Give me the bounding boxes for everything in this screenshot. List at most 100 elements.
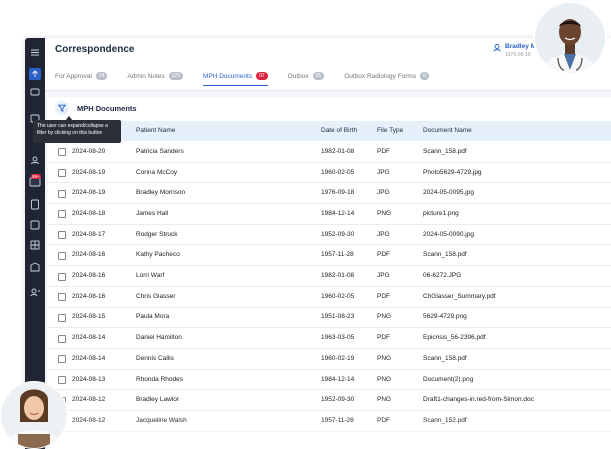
table-cell: PNG	[377, 354, 392, 362]
table-cell: Paula Mora	[136, 313, 170, 321]
table-cell: Kathy Pacheco	[136, 251, 180, 259]
table-cell: Patricia Sanders	[136, 147, 184, 155]
table-cell: Dennis Callis	[136, 354, 174, 362]
column-header: Date of Birth	[321, 127, 358, 134]
table-cell: PNG	[377, 396, 392, 404]
table-cell: Corina McCoy	[136, 168, 178, 176]
tooltip: The user can expand/collapse a filter by…	[33, 120, 121, 143]
date-cell: 2024-08-15	[72, 313, 106, 321]
table-cell: PDF	[377, 292, 390, 300]
table-cell: Bradley Lawlor	[136, 396, 179, 404]
tab-badge: 05	[312, 72, 325, 80]
page-title: Correspondence	[55, 44, 135, 55]
date-cell: 2024-08-14	[72, 334, 106, 342]
app-window: 99+ Correspondence Bradley M 1970-06-10 …	[25, 38, 611, 449]
table-cell: Scann_158.pdf	[423, 251, 467, 259]
tooltip-arrow	[65, 116, 73, 121]
table-cell: PDF	[377, 251, 390, 259]
tab[interactable]: For Approval 24	[55, 72, 108, 86]
tab[interactable]: Outbox Radiology Forms 0	[344, 72, 429, 86]
table-cell: Rodger Struck	[136, 230, 178, 238]
doctor-avatar	[533, 1, 607, 75]
table-cell: 1982-01-08	[321, 147, 355, 155]
table-cell: Lorri Warf	[136, 272, 165, 280]
date-cell: 2024-08-16	[72, 251, 106, 259]
row-checkbox[interactable]	[58, 210, 66, 219]
tab-badge: 07	[256, 72, 268, 80]
row-checkbox[interactable]	[58, 169, 66, 178]
table-cell: 06-6272.JPG	[423, 272, 462, 280]
table-cell: 1952-09-30	[321, 396, 355, 404]
date-cell: 2024-08-19	[72, 189, 106, 197]
table-cell: Draft1-changes-in.red-from-Simon.doc	[423, 396, 534, 404]
date-cell: 2024-08-16	[72, 272, 106, 280]
table-row	[48, 266, 611, 287]
table-row	[48, 287, 611, 308]
user-name[interactable]: Bradley M	[505, 43, 537, 50]
user-icon	[493, 44, 501, 52]
date-cell: 2024-08-16	[72, 292, 106, 300]
table-cell: 1952-09-30	[321, 230, 355, 238]
date-cell: 2024-08-19	[72, 168, 106, 176]
table-cell: 1957-11-28	[321, 251, 354, 259]
table-cell: Scann_158.pdf	[423, 354, 467, 362]
row-checkbox[interactable]	[58, 189, 66, 198]
table-cell: 1951-08-23	[321, 313, 355, 321]
table-cell: PNG	[377, 209, 392, 217]
table-cell: Scann_158.pdf	[423, 147, 467, 155]
filter-button[interactable]	[55, 101, 69, 115]
date-cell: 2024-08-18	[72, 209, 106, 217]
table-cell: 1960-02-19	[321, 354, 355, 362]
table-cell: ChGlasser_Summary.pdf	[423, 292, 496, 300]
table-cell: Epicrisis_56-2396.pdf	[423, 334, 486, 342]
table-cell: 1960-02-05	[321, 292, 355, 300]
table-cell: PNG	[377, 375, 392, 383]
row-checkbox[interactable]	[58, 334, 66, 343]
table-cell: JPG	[377, 189, 390, 197]
tab[interactable]: Admin Notes 120	[127, 72, 183, 86]
tab-bar: For Approval 24 Admin Notes 120 MPH Document…	[55, 72, 429, 86]
column-header: File Type	[377, 127, 404, 134]
table-cell: JPG	[377, 168, 390, 176]
table-cell: JPG	[377, 230, 390, 238]
table-row	[48, 142, 611, 163]
table-cell: 1963-03-05	[321, 334, 355, 342]
date-cell: 2024-08-20	[72, 147, 106, 155]
date-cell: 2024-08-14	[72, 354, 106, 362]
row-checkbox[interactable]	[58, 148, 66, 157]
row-checkbox[interactable]	[58, 355, 66, 364]
table-row	[48, 225, 611, 246]
table-cell: PDF	[377, 147, 390, 155]
row-checkbox[interactable]	[58, 313, 66, 322]
tab-label: Outbox Radiology Forms	[344, 72, 417, 80]
scroll-fade	[48, 418, 611, 449]
notification-badge: 99+	[31, 174, 41, 179]
tab-label: Outbox	[287, 72, 309, 80]
row-checkbox[interactable]	[58, 376, 66, 385]
table-cell: JPG	[377, 272, 390, 280]
table-cell: 2024-05-0095.jpg	[423, 189, 474, 197]
tab-badge: 24	[95, 72, 108, 80]
tab-label: MPH Documents	[202, 72, 253, 80]
date-cell: 2024-08-17	[72, 230, 106, 238]
table-cell: James Hall	[136, 209, 169, 217]
table-cell: 1976-09-18	[321, 189, 355, 197]
table-cell: Photo5629-4729.jpg	[423, 168, 482, 176]
user-dob: 1970-06-10	[505, 52, 531, 58]
row-checkbox[interactable]	[58, 272, 66, 281]
table-cell: 1960-02-05	[321, 168, 355, 176]
table-cell: Document(2).png	[423, 375, 474, 383]
table-row	[48, 204, 611, 225]
table-row	[48, 163, 611, 184]
tab[interactable]: MPH Documents 07	[202, 72, 268, 86]
row-checkbox[interactable]	[58, 251, 66, 260]
row-checkbox[interactable]	[58, 293, 66, 302]
table-row	[48, 328, 611, 349]
table-cell: Daniel Hamilton	[136, 334, 182, 342]
tab[interactable]: Outbox 05	[288, 72, 325, 86]
table-cell: 1984-12-14	[321, 209, 355, 217]
row-checkbox[interactable]	[58, 231, 66, 240]
nurse-avatar	[0, 381, 68, 449]
table-row	[48, 370, 611, 391]
